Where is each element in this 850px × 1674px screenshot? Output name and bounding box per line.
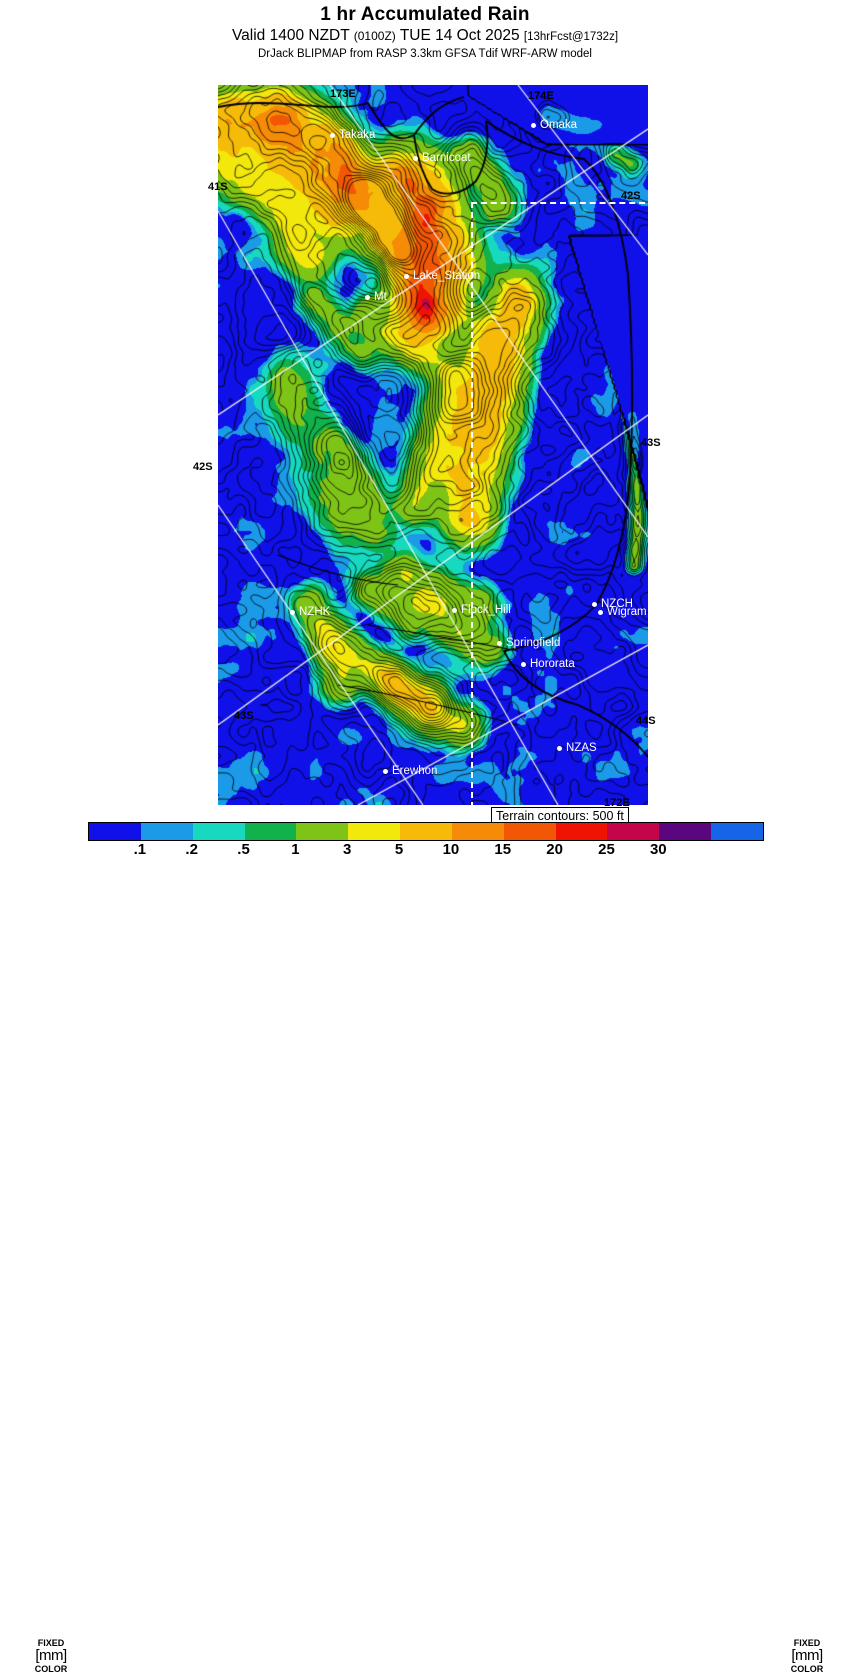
fixed-label-top: FIXED	[37, 1638, 65, 1648]
place-label: Hororata	[530, 658, 575, 670]
place-label: Lake_Station	[413, 270, 481, 282]
colorbar-tick-1: 1	[291, 841, 300, 858]
place-label: NZCH	[601, 598, 633, 610]
fixed-label-bottom: COLOR	[790, 1664, 824, 1674]
colorbar-tick-5: 5	[394, 841, 404, 858]
place-label: Erewhon	[392, 765, 438, 777]
station-dot-icon	[557, 746, 562, 751]
place-label: Springfield	[506, 637, 561, 649]
precipitation-field-canvas	[218, 85, 648, 805]
colorbar-segment-3	[244, 823, 297, 840]
graticule-label-172E: 172E	[604, 797, 630, 809]
colorbar-tick-15: 15	[494, 841, 512, 858]
graticule-label-44S: 44S	[636, 715, 656, 727]
valid-time-line: Valid 1400 NZDT (0100Z) TUE 14 Oct 2025 …	[0, 26, 850, 47]
place-label: Wigram	[607, 606, 647, 618]
forecast-subdomain-rect	[471, 202, 648, 805]
station-dot-icon	[330, 133, 335, 138]
units-label-left: [mm]	[35, 1647, 67, 1664]
place-label: NZHK	[299, 606, 331, 618]
fixed-color-scale-left[interactable]: FIXED [mm] COLOR	[28, 1638, 74, 1674]
fixed-color-scale-right[interactable]: FIXED [mm] COLOR	[784, 1638, 830, 1674]
station-dot-icon	[531, 123, 536, 128]
station-dot-icon	[413, 156, 418, 161]
forecast-tag: [13hrFcst@1732z]	[523, 31, 619, 43]
chart-header: 1 hr Accumulated Rain Valid 1400 NZDT (0…	[0, 0, 850, 62]
station-dot-icon	[383, 769, 388, 774]
station-dot-icon	[497, 641, 502, 646]
station-dot-icon	[365, 295, 370, 300]
valid-time-local: Valid 1400 NZDT	[231, 27, 350, 44]
station-dot-icon	[598, 610, 603, 615]
colorbar-segment-7	[451, 823, 504, 840]
colorbar-segment-1	[140, 823, 193, 840]
graticule-label-173E: 173E	[330, 88, 356, 100]
fixed-label-top: FIXED	[793, 1638, 821, 1648]
valid-time-utc: (0100Z)	[353, 29, 396, 43]
station-dot-icon	[521, 662, 526, 667]
graticule-label-42S: 42S	[193, 461, 213, 473]
graticule-label-42S: 42S	[621, 190, 641, 202]
station-dot-icon	[592, 602, 597, 607]
graticule-label-43S: 43S	[234, 710, 254, 722]
colorbar-segment-10	[607, 823, 660, 840]
colorbar-segment-8	[503, 823, 556, 840]
colorbar-segment-11	[659, 823, 712, 840]
place-label: Mt	[374, 291, 387, 303]
station-dot-icon	[290, 610, 295, 615]
terrain-contour-note: Terrain contours: 500 ft	[491, 807, 629, 826]
colorbar-tick-labels: .1 .2 .5 1 3 5 10 15 20 25 30	[88, 841, 762, 859]
valid-date: TUE 14 Oct 2025	[399, 27, 520, 44]
place-label: Takaka	[339, 129, 376, 141]
colorbar-segment-5	[348, 823, 401, 840]
colorbar-tick-30: 30	[649, 841, 667, 858]
colorbar-segment-6	[400, 823, 452, 840]
colorbar-segment-9	[555, 823, 608, 840]
graticule-label-43S: 43S	[641, 437, 661, 449]
page-title: 1 hr Accumulated Rain	[320, 4, 530, 25]
colorbar-gradient[interactable]	[88, 822, 764, 841]
station-dot-icon	[404, 274, 409, 279]
place-label: Omaka	[540, 119, 578, 131]
place-label: Flock_Hill	[461, 604, 511, 616]
colorbar-segment-2	[192, 823, 245, 840]
fixed-label-bottom: COLOR	[34, 1664, 68, 1674]
colorbar-tick-.5: .5	[237, 841, 250, 858]
station-dot-icon	[452, 608, 457, 613]
place-label: NZAS	[566, 742, 597, 754]
graticule-label-41S: 41S	[208, 181, 228, 193]
colorbar-tick-.2: .2	[185, 841, 198, 858]
colorbar-segment-4	[296, 823, 349, 840]
colorbar-tick-25: 25	[598, 841, 615, 858]
colorbar-tick-.1: .1	[133, 841, 147, 858]
colorbar-tick-3: 3	[343, 841, 352, 858]
rain-map[interactable]	[218, 85, 648, 805]
colorbar-tick-20: 20	[546, 841, 563, 858]
colorbar-tick-10: 10	[442, 841, 460, 858]
graticule-label-174E: 174E	[528, 90, 554, 102]
colorbar-region: FIXED [mm] COLOR .1 .2 .5 1 3 5 10 15 20 25 30 FIX…	[0, 820, 850, 1674]
units-label-right: [mm]	[791, 1647, 823, 1664]
colorbar-segment-0	[89, 823, 141, 840]
place-label: Barnicoat	[422, 152, 471, 164]
colorbar-segment-12	[711, 823, 763, 840]
model-source-line: DrJack BLIPMAP from RASP 3.3km GFSA Tdif…	[257, 48, 592, 60]
